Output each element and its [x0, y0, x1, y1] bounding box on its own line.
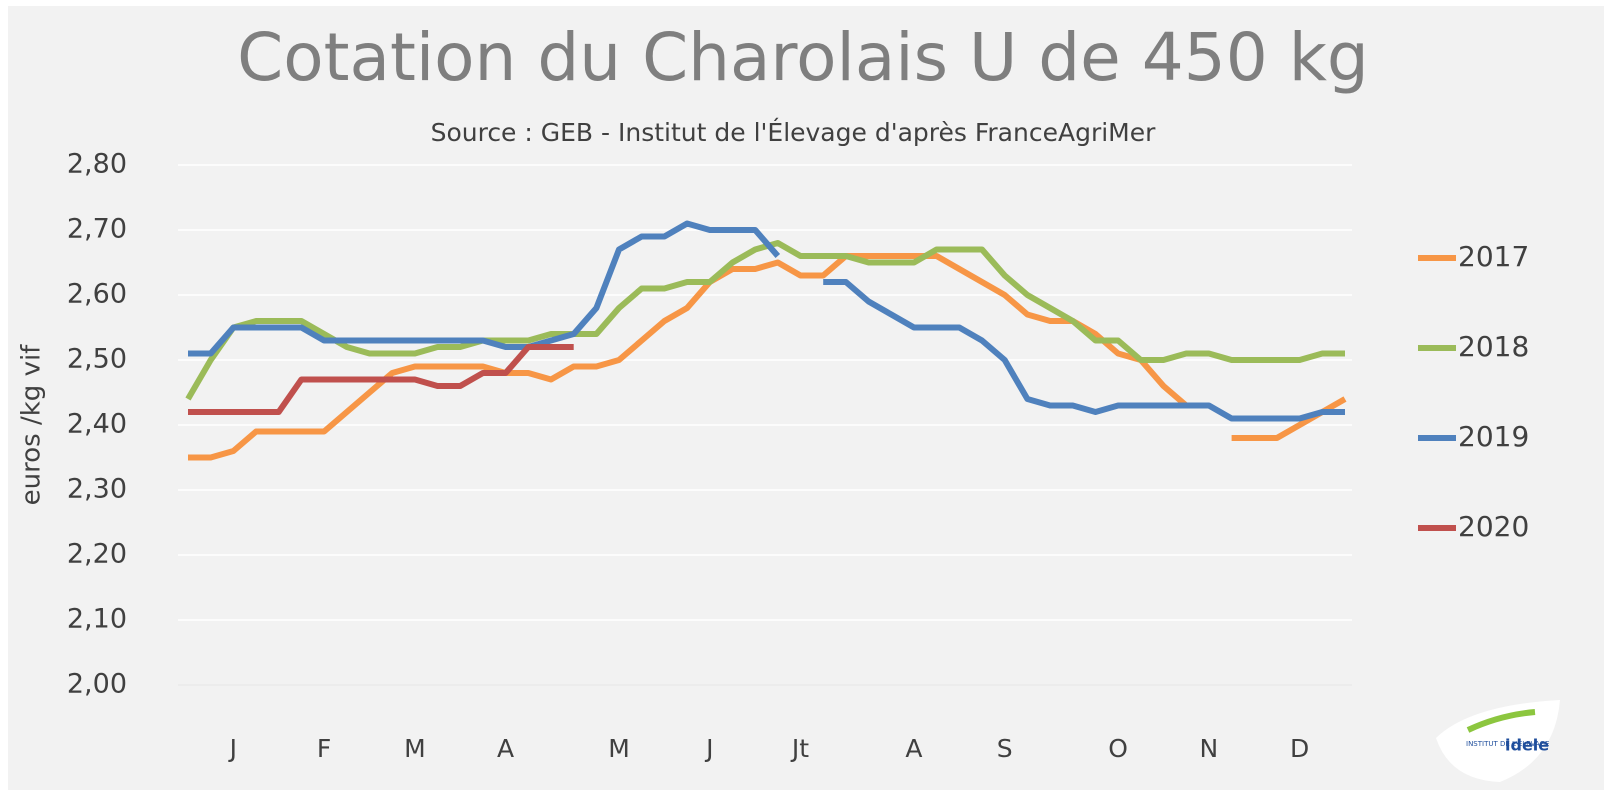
logo-shape — [1436, 700, 1560, 782]
y-tick-label: 2,30 — [67, 474, 127, 505]
x-tick-label: N — [1200, 734, 1219, 763]
logo-name: idele — [1505, 736, 1549, 755]
logo: INSTITUT DE L'ÉLEVAGE idele — [1436, 700, 1560, 782]
chart-background — [8, 6, 1604, 790]
chart-title: Cotation du Charolais U de 450 kg — [237, 19, 1369, 96]
series-line — [188, 344, 574, 415]
y-tick-label: 2,40 — [67, 409, 127, 440]
y-tick-label: 2,00 — [67, 669, 127, 700]
legend-label: 2017 — [1458, 240, 1529, 273]
y-tick-label: 2,10 — [67, 604, 127, 635]
x-tick-label: Jt — [790, 734, 809, 763]
series-line — [188, 220, 1345, 422]
y-tick-label: 2,20 — [67, 539, 127, 570]
y-tick-label: 2,60 — [67, 279, 127, 310]
chart-subtitle: Source : GEB - Institut de l'Élevage d'a… — [431, 118, 1157, 147]
x-tick-label: D — [1290, 734, 1309, 763]
x-tick-label: A — [497, 734, 514, 763]
x-tick-label: A — [905, 734, 922, 763]
y-tick-label: 2,80 — [67, 149, 127, 180]
y-axis-label: euros /kg vif — [17, 344, 47, 506]
y-tick-label: 2,50 — [67, 344, 127, 375]
x-tick-label: M — [608, 734, 630, 763]
logo-top: INSTITUT DE L'ÉLEVAGE — [1466, 739, 1549, 748]
x-tick-label: S — [997, 734, 1013, 763]
x-tick-label: M — [404, 734, 426, 763]
x-tick-label: J — [228, 734, 237, 763]
y-tick-label: 2,70 — [67, 214, 127, 245]
x-tick-label: J — [704, 734, 713, 763]
legend-label: 2020 — [1458, 510, 1529, 543]
x-tick-label: F — [317, 734, 331, 763]
logo-swoosh — [1466, 709, 1536, 733]
x-tick-label: O — [1108, 734, 1128, 763]
legend-label: 2019 — [1458, 420, 1529, 453]
legend-label: 2018 — [1458, 330, 1529, 363]
